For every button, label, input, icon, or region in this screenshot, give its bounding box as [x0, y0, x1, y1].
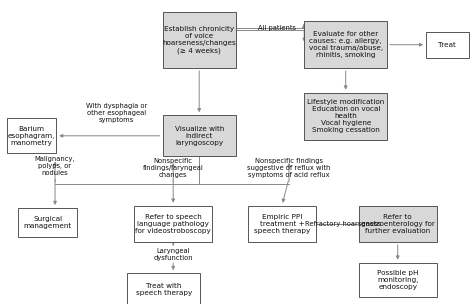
FancyBboxPatch shape	[163, 115, 236, 156]
Text: With dysphagia or
other esophageal
symptoms: With dysphagia or other esophageal sympt…	[86, 103, 147, 123]
FancyBboxPatch shape	[18, 208, 77, 237]
Text: Surgical
management: Surgical management	[24, 216, 72, 229]
FancyBboxPatch shape	[359, 263, 437, 297]
Text: Lifestyle modification
Education on vocal
health
Vocal hygiene
Smoking cessation: Lifestyle modification Education on voca…	[307, 99, 384, 133]
Text: Laryngeal
dysfunction: Laryngeal dysfunction	[154, 248, 193, 261]
FancyBboxPatch shape	[7, 118, 56, 153]
FancyBboxPatch shape	[134, 206, 212, 242]
Text: Empiric PPI
treatment +
speech therapy: Empiric PPI treatment + speech therapy	[254, 214, 310, 234]
Text: Visualize with
indirect
laryngoscopy: Visualize with indirect laryngoscopy	[174, 126, 224, 146]
FancyBboxPatch shape	[304, 92, 387, 140]
Text: Evaluate for other
causes: e.g. allergy,
vocal trauma/abuse,
rhinitis, smoking: Evaluate for other causes: e.g. allergy,…	[309, 31, 383, 58]
FancyBboxPatch shape	[247, 206, 316, 242]
Text: Nonspecific findings
suggestive of reflux with
symptoms of acid reflux: Nonspecific findings suggestive of reflu…	[247, 158, 331, 178]
Text: Possible pH
monitoring,
endoscopy: Possible pH monitoring, endoscopy	[377, 270, 419, 290]
Text: Refer to speech
language pathology
for videostroboscopy: Refer to speech language pathology for v…	[135, 214, 211, 234]
FancyBboxPatch shape	[359, 206, 437, 242]
Text: Malignancy,
polyps, or
nodules: Malignancy, polyps, or nodules	[35, 156, 75, 176]
Text: Establish chronicity
of voice
hoarseness/changes
(≥ 4 weeks): Establish chronicity of voice hoarseness…	[162, 27, 236, 54]
Text: Refractory hoarseness: Refractory hoarseness	[305, 221, 382, 227]
Text: Nonspecific
findings/laryngeal
changes: Nonspecific findings/laryngeal changes	[143, 158, 203, 178]
Text: Treat with
speech therapy: Treat with speech therapy	[136, 283, 192, 296]
Text: Refer to
gastroenterology for
further evaluation: Refer to gastroenterology for further ev…	[361, 214, 435, 234]
FancyBboxPatch shape	[163, 12, 236, 68]
FancyBboxPatch shape	[127, 273, 201, 305]
Text: All patients: All patients	[258, 25, 296, 31]
Text: Treat: Treat	[438, 42, 456, 48]
FancyBboxPatch shape	[304, 21, 387, 68]
Text: Barium
esophagram,
manometry: Barium esophagram, manometry	[8, 126, 55, 146]
FancyBboxPatch shape	[426, 32, 469, 58]
